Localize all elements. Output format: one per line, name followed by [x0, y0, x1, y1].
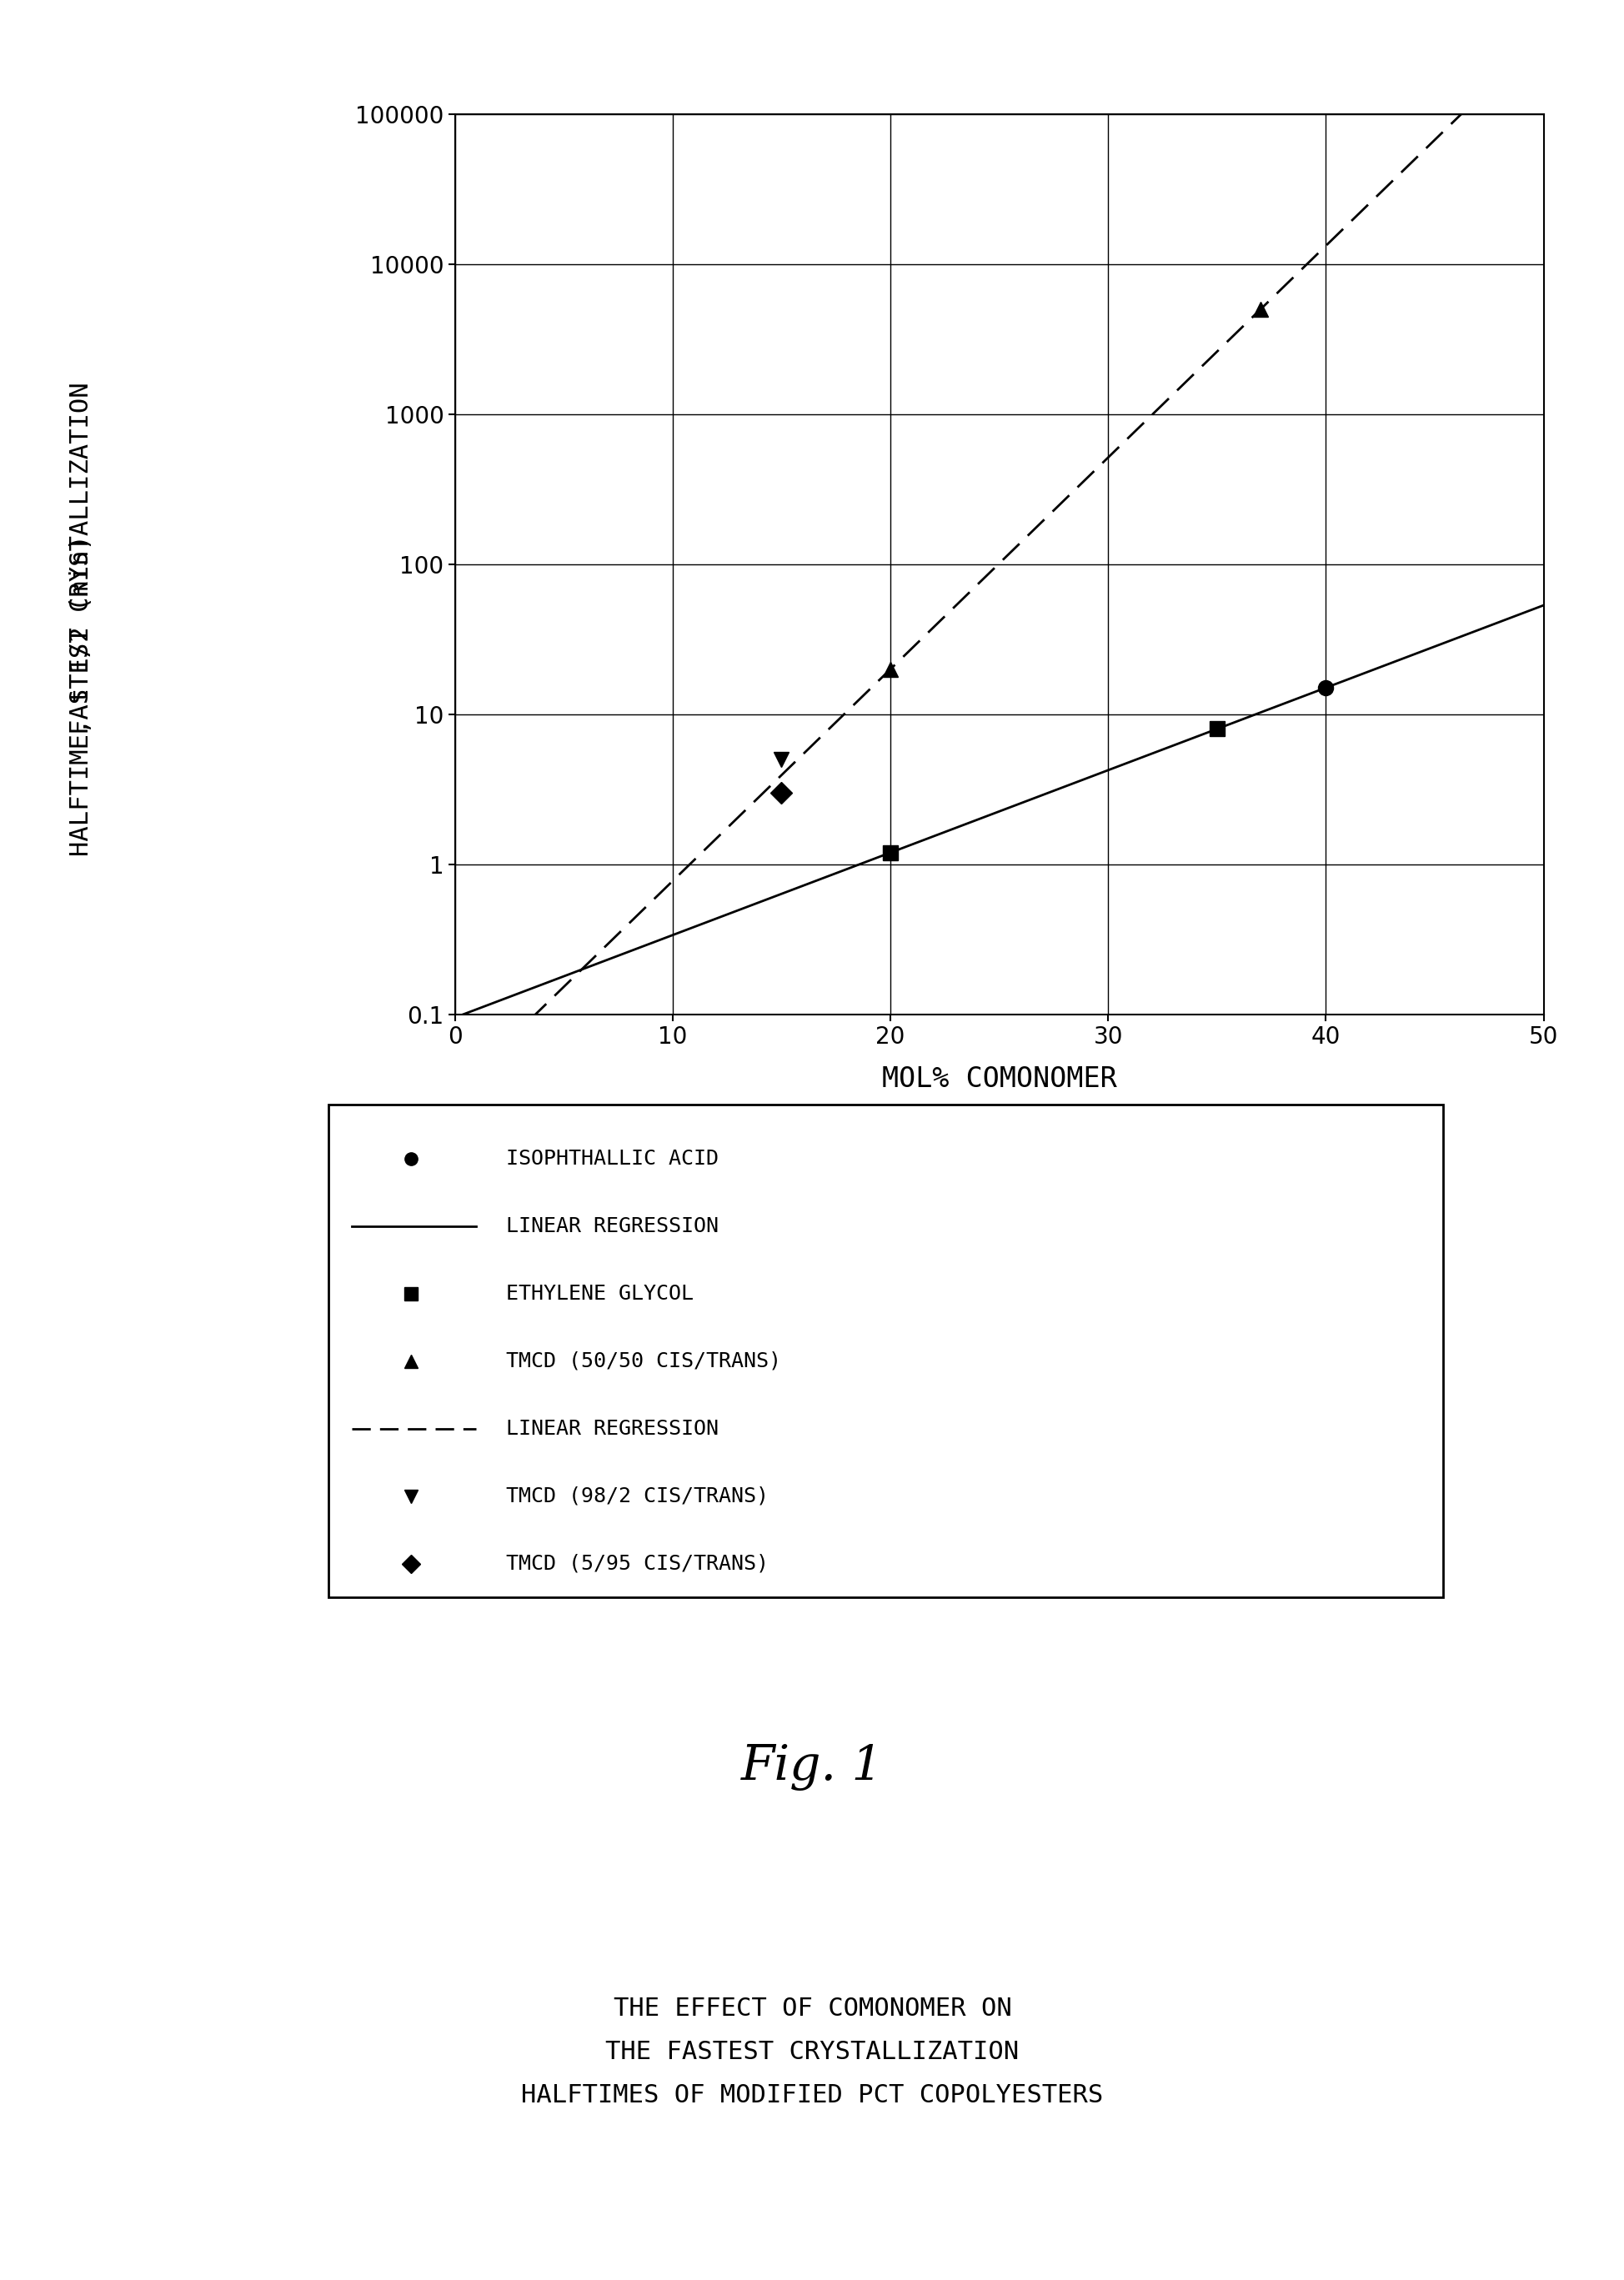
Text: TMCD (50/50 CIS/TRANS): TMCD (50/50 CIS/TRANS): [505, 1352, 781, 1370]
Text: THE EFFECT OF COMONOMER ON
THE FASTEST CRYSTALLIZATION
HALFTIMES OF MODIFIED PCT: THE EFFECT OF COMONOMER ON THE FASTEST C…: [521, 1997, 1103, 2107]
Text: LINEAR REGRESSION: LINEAR REGRESSION: [505, 1215, 718, 1236]
Text: HALFTIME, t 1/2 (min): HALFTIME, t 1/2 (min): [70, 534, 93, 857]
Text: FASTEST CRYSTALLIZATION: FASTEST CRYSTALLIZATION: [70, 383, 93, 734]
Text: ISOPHTHALLIC ACID: ISOPHTHALLIC ACID: [505, 1149, 718, 1170]
Text: Fig. 1: Fig. 1: [741, 1744, 883, 1790]
Text: TMCD (98/2 CIS/TRANS): TMCD (98/2 CIS/TRANS): [505, 1487, 768, 1507]
Text: ETHYLENE GLYCOL: ETHYLENE GLYCOL: [505, 1284, 693, 1304]
Text: LINEAR REGRESSION: LINEAR REGRESSION: [505, 1418, 718, 1439]
X-axis label: MOL% COMONOMER: MOL% COMONOMER: [882, 1065, 1116, 1092]
Text: TMCD (5/95 CIS/TRANS): TMCD (5/95 CIS/TRANS): [505, 1553, 768, 1573]
